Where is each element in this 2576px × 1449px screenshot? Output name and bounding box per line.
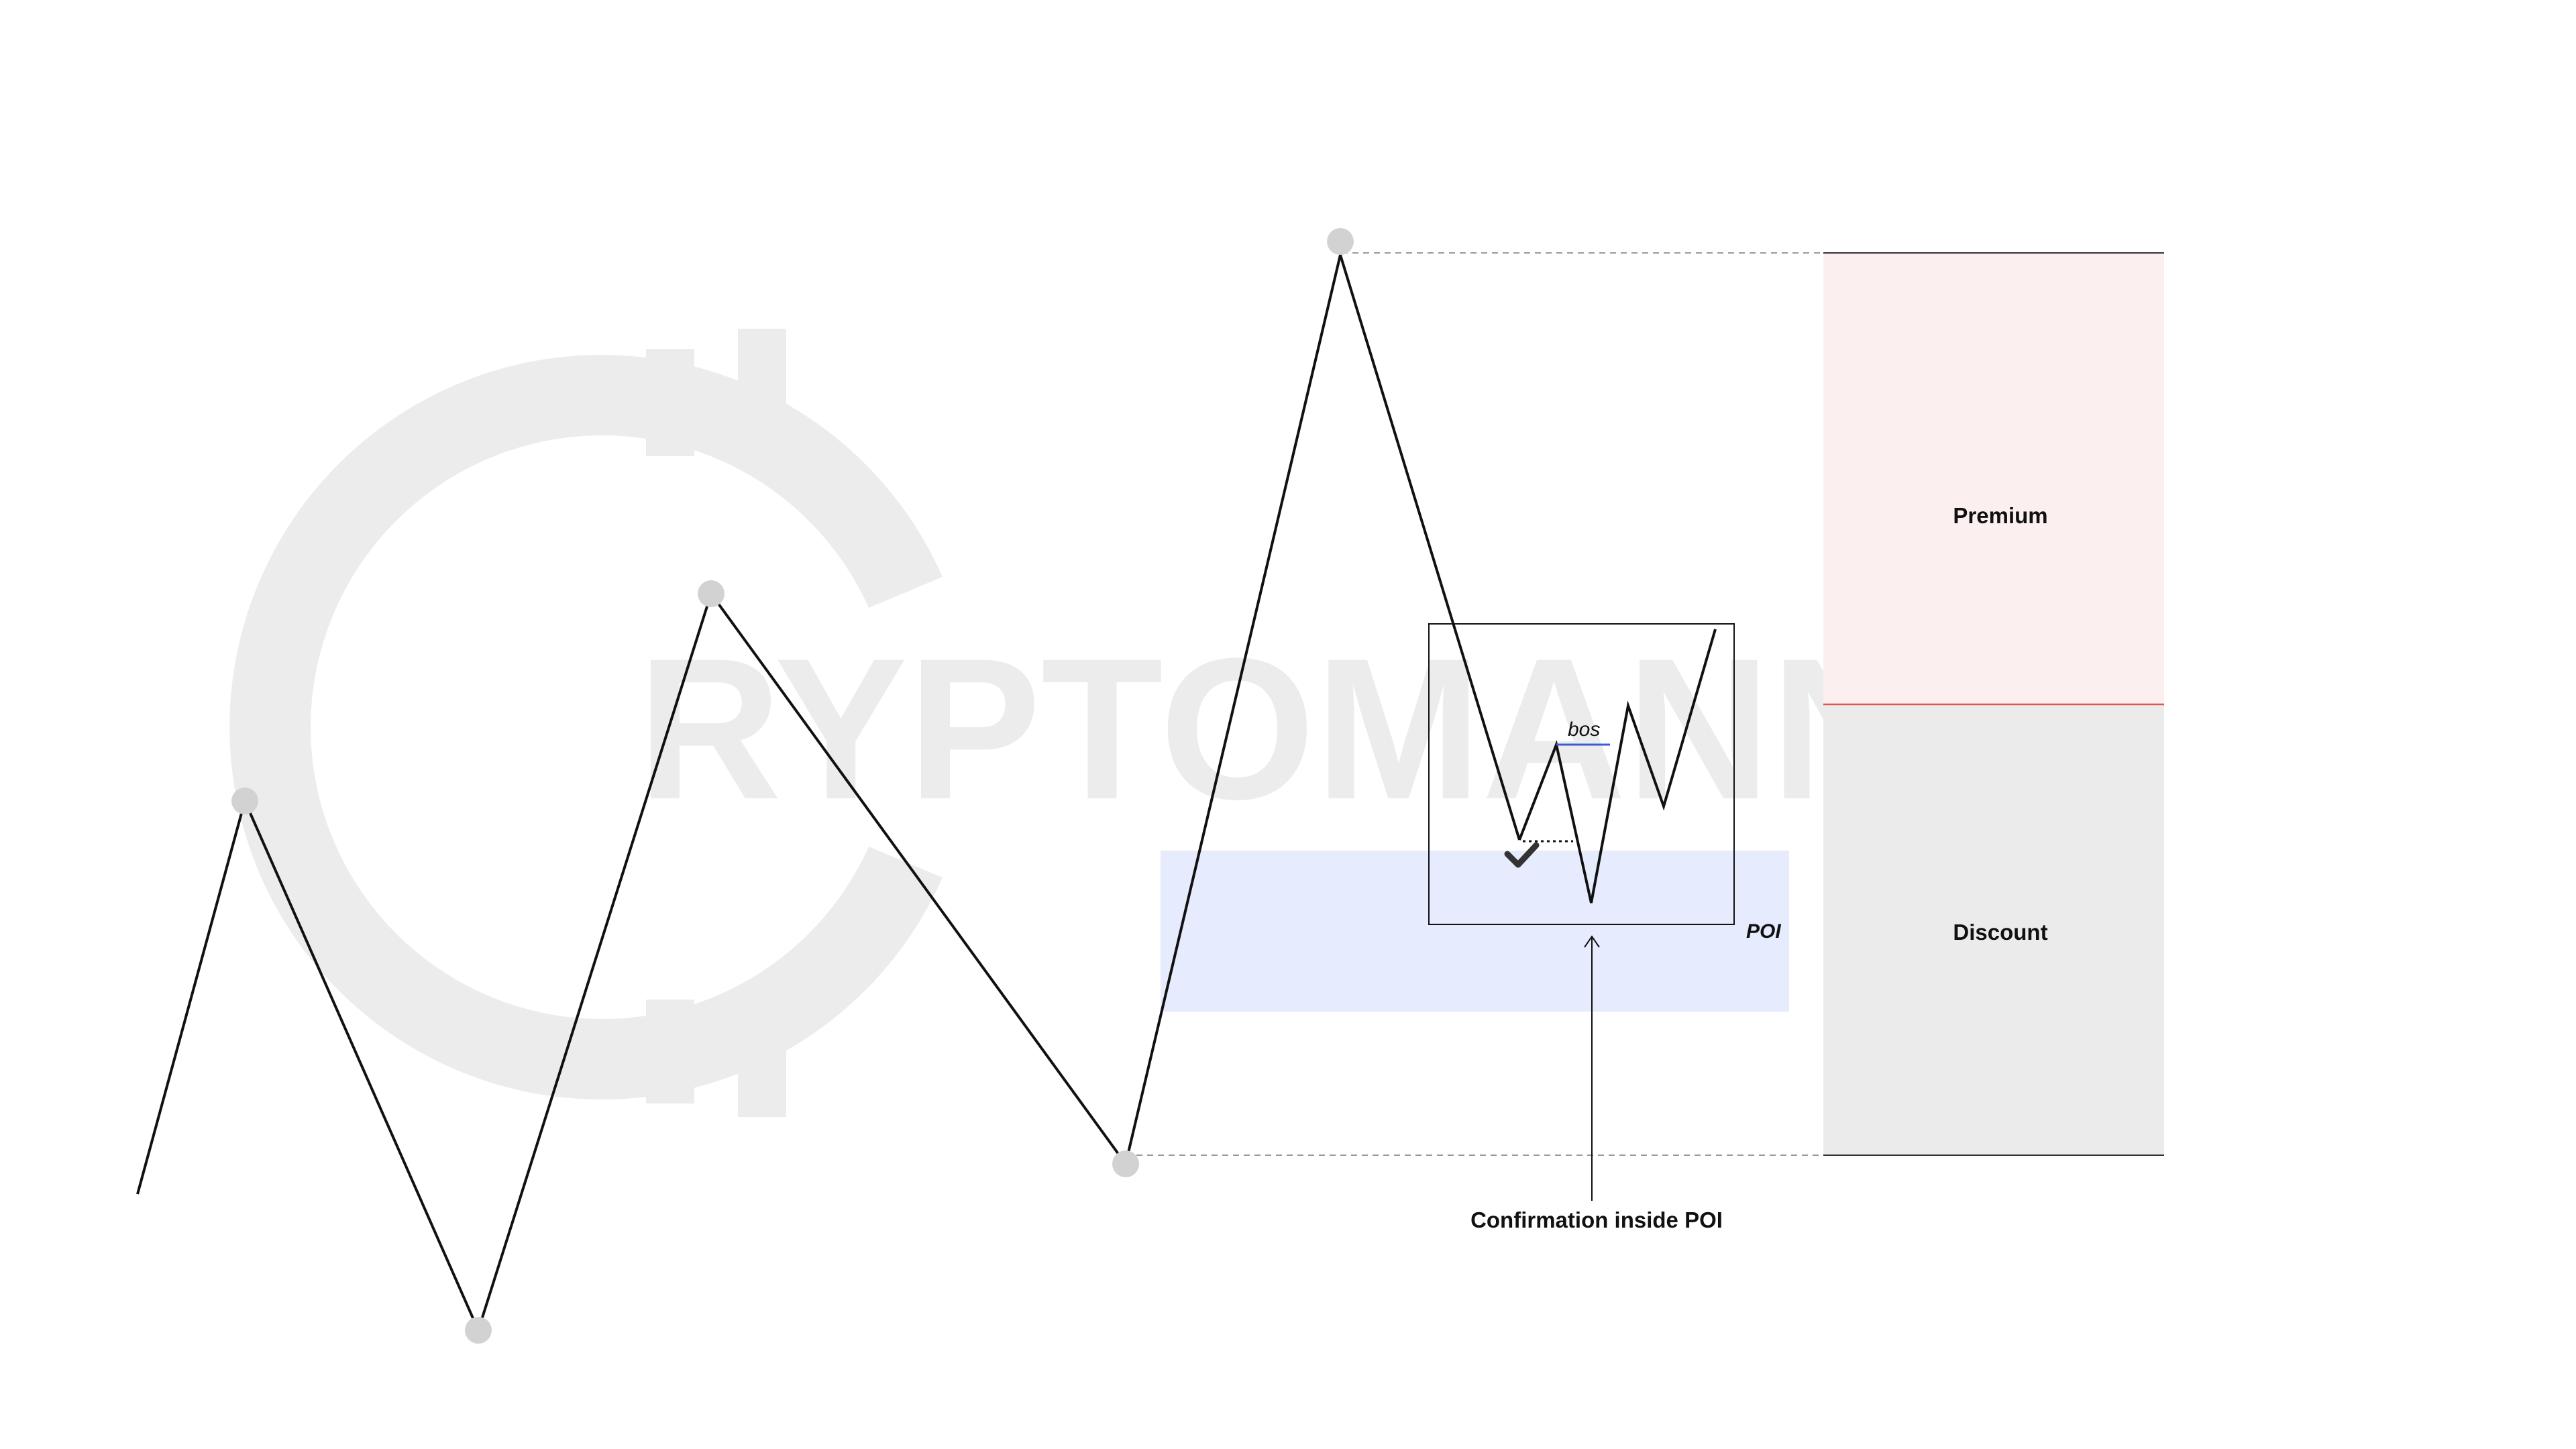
annotation-arrow-head-icon (1584, 935, 1600, 948)
watermark-logo: RYPTOMANNN ™ (229, 329, 2160, 1117)
discount-zone (1823, 704, 2164, 1155)
bos-label: bos (1568, 718, 1600, 741)
poi-label: POI (1746, 920, 1781, 943)
watermark-bar-icon (738, 1000, 786, 1117)
premium-label: Premium (1953, 503, 2047, 528)
poi-zone (1161, 851, 1789, 1012)
swing-point-high (231, 788, 258, 814)
watermark-bar-icon (646, 349, 694, 456)
confirmation-zoom-box (1428, 623, 1735, 925)
inner-structure-line (1518, 629, 1717, 904)
swing-points (231, 228, 1354, 1344)
swing-point-high (1327, 228, 1354, 255)
confirmation-annotation-label: Confirmation inside POI (1470, 1208, 1723, 1232)
watermark-text: RYPTOMANNN (637, 616, 2059, 841)
swing-point-low (1112, 1150, 1139, 1177)
watermark-bar-icon (646, 1000, 694, 1104)
checkmark-icon (1504, 842, 1540, 868)
swing-point-low (465, 1317, 492, 1344)
premium-zone (1823, 253, 2164, 704)
swing-point-high (698, 580, 724, 607)
discount-label: Discount (1953, 920, 2047, 945)
watermark-bar-icon (738, 329, 786, 446)
